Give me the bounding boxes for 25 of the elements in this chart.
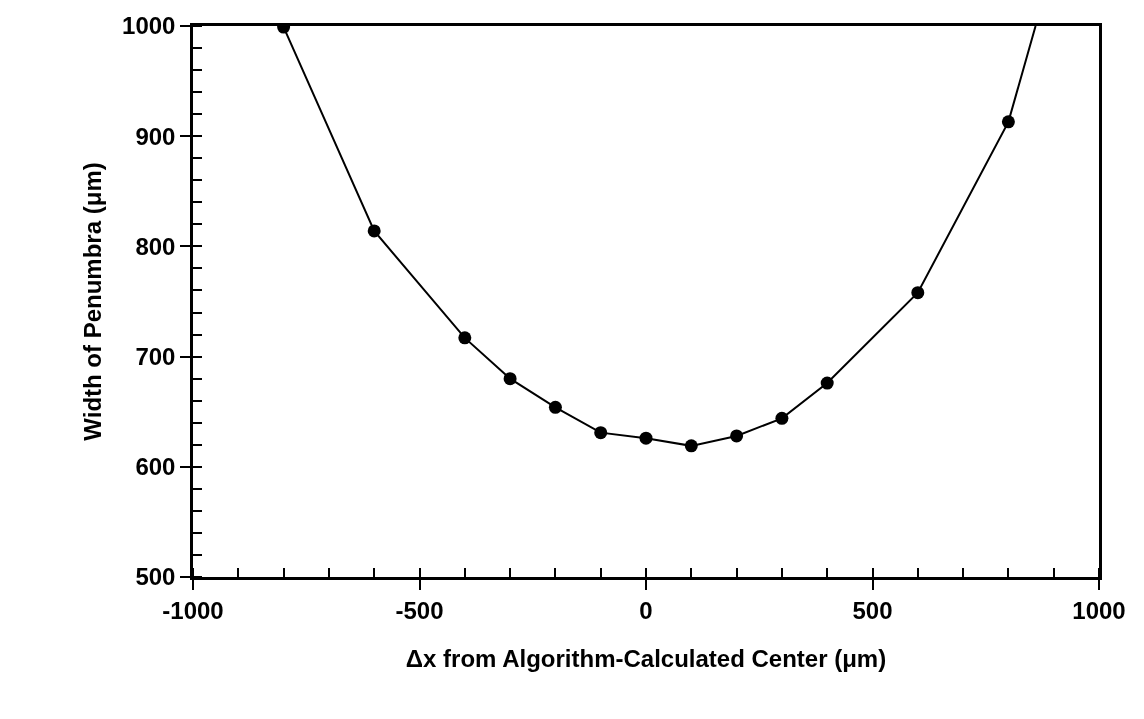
x-tick-label: 1000 <box>1072 596 1126 624</box>
y-tick-label: 500 <box>135 563 176 591</box>
y-tick-label: 1000 <box>122 12 176 40</box>
x-tick-label: 0 <box>639 596 653 624</box>
point <box>775 411 789 425</box>
x-axis-title: Δx from Algorithm-Calculated Center (μm) <box>405 644 887 672</box>
point <box>594 426 608 440</box>
point <box>730 429 744 443</box>
y-axis-title: Width of Penumbra (μm) <box>79 162 107 441</box>
point <box>639 431 653 445</box>
x-tick-label: -1000 <box>162 596 224 624</box>
point <box>820 376 834 390</box>
point <box>684 439 698 453</box>
y-tick-label: 900 <box>135 122 176 150</box>
point <box>548 400 562 414</box>
point <box>367 224 381 238</box>
point <box>1001 115 1015 129</box>
point <box>458 331 472 345</box>
point <box>911 286 925 300</box>
x-tick-label: -500 <box>395 596 444 624</box>
x-tick-label: 500 <box>852 596 893 624</box>
y-tick-label: 700 <box>135 343 176 370</box>
y-tick-label: 600 <box>135 453 176 481</box>
point <box>503 372 517 386</box>
y-tick-label: 800 <box>135 232 176 260</box>
